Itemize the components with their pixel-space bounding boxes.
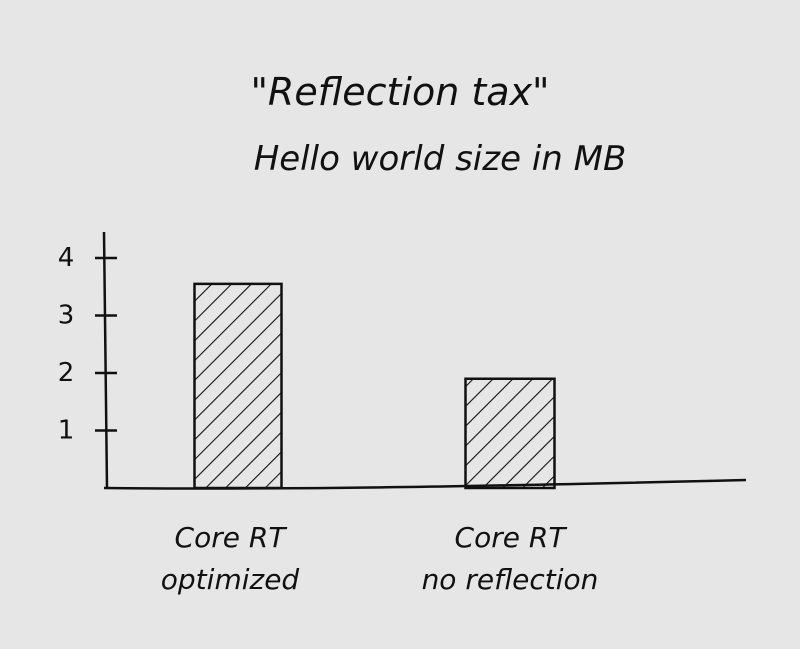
chart-title: "Reflection tax" <box>250 70 549 114</box>
bar <box>464 377 556 490</box>
x-tick-label: no reflection <box>422 563 599 596</box>
y-ticks: 1 2 3 4 <box>58 243 117 446</box>
y-tick-label: 3 <box>58 301 75 331</box>
y-axis <box>102 231 109 489</box>
bar <box>193 282 283 490</box>
x-tick-label: Core RT <box>455 521 568 554</box>
x-tick-label: optimized <box>161 563 300 596</box>
x-tick-label: Core RT <box>175 521 288 554</box>
y-tick-label: 2 <box>58 358 75 388</box>
y-tick-label: 4 <box>58 243 75 273</box>
bars <box>193 282 556 490</box>
chart-subtitle: Hello world size in MB <box>254 139 627 179</box>
y-tick-label: 1 <box>58 416 75 446</box>
x-axis <box>103 478 747 490</box>
x-tick-labels: Core RT optimized Core RT no reflection <box>161 521 599 596</box>
